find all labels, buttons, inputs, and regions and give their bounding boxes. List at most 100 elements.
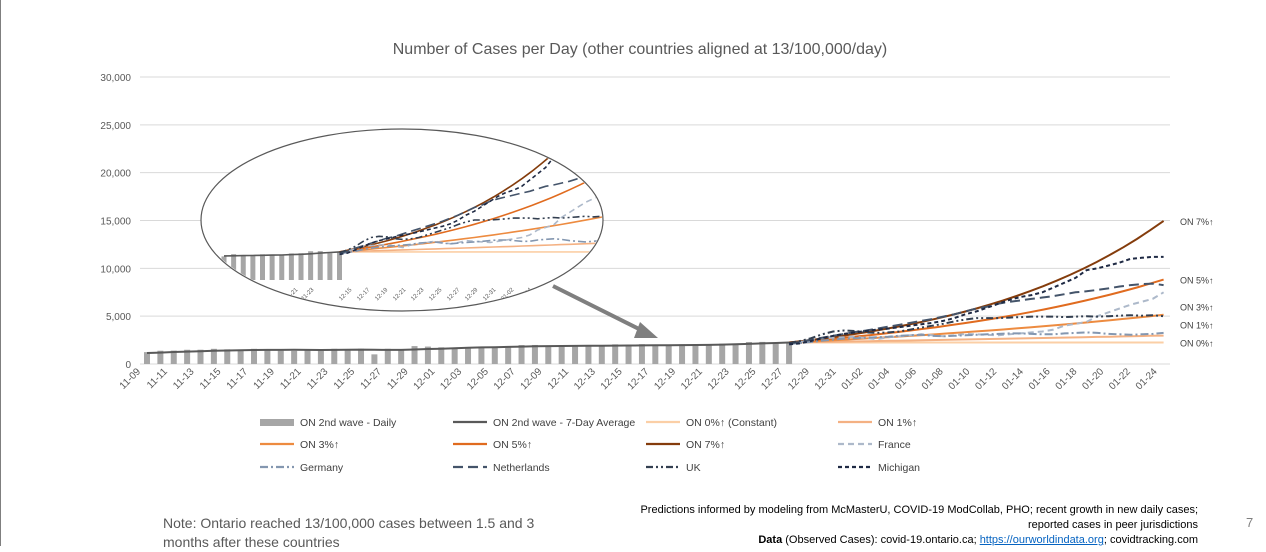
daily-bar — [304, 350, 311, 364]
daily-bar — [679, 344, 686, 364]
inset-jurisdiction-line — [339, 185, 602, 255]
x-tick-label: 12-25 — [733, 366, 759, 392]
inset-projection-line — [339, 214, 602, 253]
daily-bar — [585, 345, 592, 364]
daily-bar — [184, 349, 191, 364]
credits-separator: ; — [1103, 534, 1110, 546]
legend-label: ON 2nd wave - 7-Day Average — [493, 417, 635, 429]
daily-bar — [170, 350, 177, 364]
end-label: ON 7%↑ — [1180, 217, 1214, 227]
inset-bar — [337, 251, 342, 280]
x-tick-label: 12-17 — [626, 366, 652, 392]
projection-line — [789, 334, 1164, 344]
daily-bar — [705, 344, 712, 364]
daily-bar — [531, 344, 538, 364]
x-tick-label: 12-09 — [519, 366, 545, 392]
daily-bar — [652, 345, 659, 364]
x-tick-label: 01-14 — [1000, 366, 1026, 392]
inset-bar — [317, 251, 323, 280]
credits-data-text: (Observed Cases): covid-19.ontario.ca; — [782, 534, 980, 546]
inset-bar — [231, 254, 237, 280]
x-tick-label: 01-18 — [1054, 366, 1080, 392]
daily-bar — [438, 347, 445, 364]
legend: ON 2nd wave - Daily ON 2nd wave - 7-Day A… — [260, 417, 920, 474]
y-tick-label: 30,000 — [100, 73, 131, 84]
projection-end-labels: ON 0%↑ ON 1%↑ ON 3%↑ ON 5%↑ ON 7%↑ — [1180, 217, 1214, 349]
inset-bar — [288, 253, 294, 280]
x-tick-label: 11-15 — [198, 366, 224, 392]
owid-link[interactable]: https://ourworldindata.org — [979, 534, 1104, 546]
daily-bar — [638, 344, 645, 364]
y-tick-label: 5,000 — [106, 312, 131, 323]
y-tick-label: 10,000 — [100, 264, 131, 275]
inset-average-line — [223, 251, 340, 257]
daily-bar — [224, 349, 231, 364]
credits-data-label: Data — [758, 534, 783, 546]
zoom-arrow — [552, 284, 658, 338]
legend-label: UK — [686, 462, 701, 474]
covidtracking-link: covidtracking.com — [1109, 534, 1198, 546]
x-tick-label: 11-09 — [118, 366, 144, 392]
x-tick-label: 11-21 — [278, 366, 304, 392]
inset-content: 11-21 11-23 12-15 12-17 12-19 12-21 12-23 12-25… — [221, 130, 602, 302]
daily-bar — [251, 348, 258, 364]
y-tick-label: 0 — [125, 360, 131, 371]
daily-bar — [331, 348, 338, 364]
end-label: ON 1%↑ — [1180, 320, 1214, 330]
x-tick-label: 01-16 — [1027, 366, 1053, 392]
x-tick-label: 12-21 — [679, 366, 705, 392]
zoom-inset: 11-21 11-23 12-15 12-17 12-19 12-21 12-23 12-25… — [200, 128, 604, 312]
cases-line-chart: Number of Cases per Day (other countries… — [100, 41, 1214, 474]
jurisdiction-line — [789, 255, 1164, 346]
x-tick-label: 01-12 — [973, 366, 999, 392]
page-number: 7 — [1246, 515, 1254, 530]
daily-bar — [237, 349, 244, 364]
x-tick-label: 01-04 — [866, 366, 892, 392]
daily-bar — [719, 343, 726, 364]
legend-label: Michigan — [878, 462, 920, 474]
x-tick-label: 01-22 — [1107, 366, 1133, 392]
inset-projection-line — [339, 168, 602, 253]
jurisdiction-line — [788, 314, 1164, 344]
legend-label: ON 3%↑ — [300, 439, 339, 451]
daily-bar — [144, 352, 150, 364]
inset-jurisdiction-line — [339, 215, 602, 254]
daily-bar — [398, 349, 405, 364]
jurisdiction-line — [788, 291, 1165, 345]
projection-line — [788, 220, 1165, 344]
x-tick-label: 12-03 — [438, 366, 464, 392]
x-tick-label: 11-27 — [359, 366, 385, 392]
daily-bar — [745, 341, 752, 364]
x-tick-label: 11-17 — [225, 366, 251, 392]
slide-left-border — [0, 0, 1, 546]
daily-bar — [465, 347, 472, 364]
x-tick-label: 11-19 — [252, 366, 278, 392]
daily-bar — [692, 344, 699, 364]
x-tick-label: 12-01 — [412, 366, 438, 392]
legend-label: ON 0%↑ (Constant) — [686, 417, 777, 429]
daily-bar — [197, 349, 204, 364]
x-tick-label: 11-29 — [385, 366, 411, 392]
x-tick-label: 01-24 — [1134, 366, 1160, 392]
daily-bar — [572, 346, 579, 364]
x-tick-label: 12-07 — [492, 366, 518, 392]
credits-line: Predictions informed by modeling from Mc… — [640, 504, 1198, 531]
y-tick-label: 25,000 — [100, 121, 131, 132]
x-tick-label: 11-25 — [332, 366, 358, 392]
x-tick-label: 01-06 — [893, 366, 919, 392]
x-tick-label: 12-19 — [652, 366, 678, 392]
x-tick-label: 12-13 — [572, 366, 598, 392]
daily-bar — [371, 354, 378, 364]
x-tick-label: 12-23 — [706, 366, 732, 392]
footnote: Note: Ontario reached 13/100,000 cases b… — [163, 515, 535, 550]
x-tick-label: 12-05 — [465, 366, 491, 392]
inset-jurisdiction-line — [339, 237, 602, 255]
daily-bar — [598, 345, 605, 364]
legend-label: ON 1%↑ — [878, 417, 917, 429]
legend-label: ON 5%↑ — [493, 439, 532, 451]
x-tick-label: 01-20 — [1080, 366, 1106, 392]
daily-bar — [612, 344, 619, 364]
inset-ellipse — [200, 128, 604, 312]
daily-bar — [264, 350, 271, 364]
daily-bar — [291, 350, 298, 364]
